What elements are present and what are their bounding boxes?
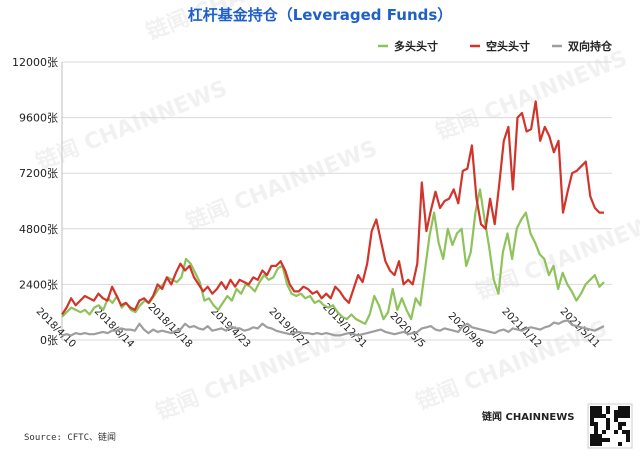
qr-cell: [606, 438, 610, 442]
qr-cell: [590, 418, 594, 422]
series-lines: [61, 100, 605, 337]
chart-title: 杠杆基金持仓（Leveraged Funds）: [188, 6, 453, 24]
qr-cell: [622, 406, 626, 410]
qr-cell: [618, 422, 622, 426]
qr-cell: [622, 414, 626, 418]
qr-cell: [590, 406, 594, 410]
qr-cell: [594, 438, 598, 442]
qr-cell: [594, 426, 598, 430]
legend-label: 多头头寸: [394, 39, 438, 53]
watermark-text: 链闻 CHAINNEWS: [433, 45, 631, 145]
qr-cell: [602, 414, 606, 418]
qr-cell: [626, 406, 630, 410]
qr-cell: [618, 442, 622, 446]
qr-cell: [606, 410, 610, 414]
qr-cell: [594, 422, 598, 426]
qr-cell: [626, 414, 630, 418]
qr-cell: [626, 430, 630, 434]
qr-cell: [598, 410, 602, 414]
qr-cell: [594, 410, 598, 414]
qr-cell: [598, 406, 602, 410]
qr-cell: [622, 422, 626, 426]
qr-cell: [602, 430, 606, 434]
qr-cell: [590, 442, 594, 446]
legend-label: 双向持仓: [568, 39, 613, 53]
qr-cell: [614, 430, 618, 434]
qr-cell: [626, 438, 630, 442]
legend-label: 空头头寸: [486, 39, 530, 53]
qr-cell: [618, 406, 622, 410]
qr-cell: [594, 406, 598, 410]
series-line-2: [61, 319, 605, 337]
qr-cell: [602, 438, 606, 442]
qr-cell: [598, 438, 602, 442]
legend: 多头头寸 空头头寸 双向持仓: [378, 39, 613, 53]
qr-cell: [590, 434, 594, 438]
y-axis: 0张 2400张 4800张 7200张 9600张 12000张: [12, 56, 63, 347]
qr-cell: [618, 414, 622, 418]
y-tick-label: 2400张: [19, 278, 58, 291]
series-line-1: [61, 100, 604, 316]
qr-cell: [590, 438, 594, 442]
y-tick-label: 0张: [40, 334, 58, 347]
qr-code-icon: [587, 403, 633, 449]
qr-cell: [594, 430, 598, 434]
qr-cell: [614, 410, 618, 414]
qr-cell: [590, 422, 594, 426]
qr-cell: [594, 414, 598, 418]
y-tick-label: 7200张: [19, 167, 58, 180]
y-tick-label: 9600张: [19, 112, 58, 125]
qr-cell: [606, 422, 610, 426]
gridlines: [62, 61, 612, 341]
watermark-text: 链闻 CHAINNEWS: [183, 135, 381, 235]
qr-cell: [606, 418, 610, 422]
y-tick-label: 12000张: [12, 56, 58, 69]
qr-cell: [598, 414, 602, 418]
source-note: Source: CFTC、链闻: [24, 431, 116, 443]
qr-cell: [618, 426, 622, 430]
qr-cell: [614, 414, 618, 418]
x-tick-label: 2019/4/23: [208, 306, 252, 350]
qr-cell: [606, 406, 610, 410]
qr-cell: [622, 430, 626, 434]
qr-cell: [618, 410, 622, 414]
brand-logo-text: 链闻 CHAINNEWS: [481, 410, 574, 423]
qr-cell: [598, 442, 602, 446]
qr-cell: [626, 434, 630, 438]
qr-cell: [622, 410, 626, 414]
qr-cell: [590, 414, 594, 418]
qr-cell: [598, 434, 602, 438]
qr-cell: [594, 442, 598, 446]
qr-cell: [590, 410, 594, 414]
x-tick-label: 2018/8/14: [92, 306, 136, 350]
series-line-0: [61, 188, 605, 325]
qr-cell: [626, 410, 630, 414]
qr-cell: [606, 426, 610, 430]
qr-cell: [594, 434, 598, 438]
y-tick-label: 4800张: [19, 223, 58, 236]
qr-cell: [614, 418, 618, 422]
